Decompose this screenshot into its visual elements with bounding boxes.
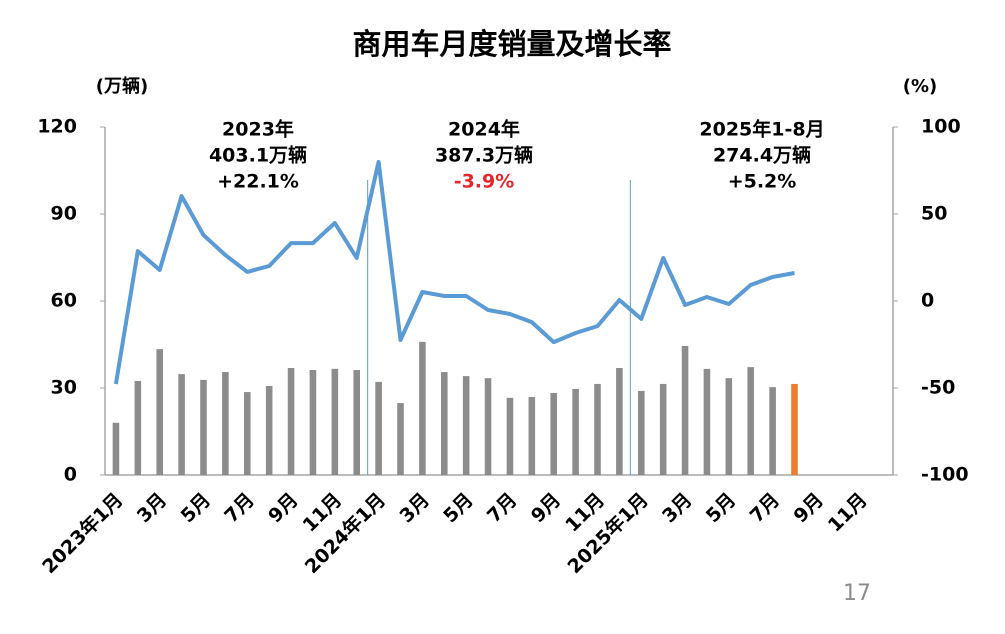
y2-tick-label: 100 bbox=[921, 116, 961, 138]
bar bbox=[178, 374, 185, 475]
bar bbox=[506, 397, 514, 475]
chart-title: 商用车月度销量及增长率 bbox=[352, 27, 671, 61]
y-tick-label: 0 bbox=[64, 464, 77, 486]
bar bbox=[440, 372, 448, 475]
bar bbox=[681, 345, 689, 475]
bar bbox=[703, 368, 711, 475]
y2-tick-label: 50 bbox=[921, 203, 947, 225]
bar bbox=[287, 367, 295, 475]
bar bbox=[791, 383, 798, 475]
bar bbox=[550, 392, 558, 475]
bar bbox=[484, 378, 492, 475]
y-axis-label: (万辆) bbox=[96, 75, 148, 97]
annotation: 274.4万辆 bbox=[713, 144, 811, 167]
bar bbox=[331, 368, 339, 475]
y2-axis-label: (%) bbox=[903, 76, 938, 97]
bar bbox=[659, 383, 667, 475]
bar bbox=[134, 381, 142, 475]
annotation: 403.1万辆 bbox=[209, 144, 307, 167]
y2-tick-label: -100 bbox=[921, 464, 969, 486]
bar bbox=[528, 396, 536, 475]
bar bbox=[747, 367, 755, 475]
bar bbox=[572, 388, 579, 475]
y2-tick-label: -50 bbox=[921, 377, 955, 399]
bar bbox=[637, 390, 645, 475]
bar bbox=[462, 376, 470, 475]
bar bbox=[112, 422, 120, 475]
bar bbox=[156, 349, 164, 475]
bar bbox=[397, 403, 404, 475]
annotation: 2024年 bbox=[448, 118, 520, 141]
bar bbox=[594, 383, 601, 475]
bar bbox=[200, 379, 207, 475]
bar bbox=[769, 387, 776, 475]
y-tick-label: 30 bbox=[51, 377, 77, 399]
y2-tick-label: 0 bbox=[921, 290, 934, 312]
bar bbox=[616, 367, 623, 475]
annotation: +5.2% bbox=[728, 171, 797, 193]
line bbox=[113, 160, 795, 385]
bar bbox=[222, 372, 229, 475]
bar bbox=[419, 341, 426, 475]
y-tick-label: 120 bbox=[37, 116, 77, 138]
annotation: -3.9% bbox=[454, 171, 515, 193]
bar bbox=[243, 392, 251, 475]
annotation: 387.3万辆 bbox=[435, 144, 533, 167]
annotation: 2023年 bbox=[222, 118, 294, 141]
bar bbox=[725, 378, 733, 475]
bar bbox=[265, 385, 273, 475]
annotation: +22.1% bbox=[217, 171, 299, 193]
page-number: 17 bbox=[843, 581, 871, 606]
y-tick-label: 60 bbox=[51, 290, 77, 312]
bar bbox=[309, 370, 317, 475]
annotation: 2025年1-8月 bbox=[699, 118, 824, 141]
bar bbox=[375, 381, 382, 475]
bar bbox=[353, 370, 361, 475]
y-tick-label: 90 bbox=[51, 203, 77, 225]
